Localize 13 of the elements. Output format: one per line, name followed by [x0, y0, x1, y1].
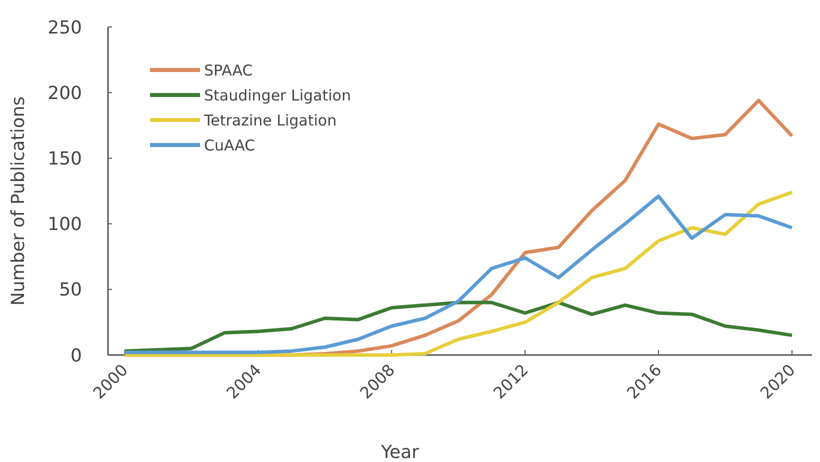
- y-tick-label: 200: [48, 82, 82, 104]
- y-axis-title: Number of Publications: [8, 96, 29, 306]
- legend-label: CuAAC: [204, 136, 256, 154]
- x-axis-title: Year: [380, 442, 420, 462]
- y-tick-label: 50: [59, 280, 82, 301]
- legend-label: SPAAC: [204, 61, 253, 80]
- legend-label: Staudinger Ligation: [204, 86, 351, 104]
- line-series: [122, 300, 794, 353]
- y-tick-label: 150: [48, 148, 82, 170]
- y-tick-label: 250: [48, 17, 82, 38]
- y-tick-label: 0: [70, 345, 82, 366]
- y-tick-label: 100: [48, 214, 82, 236]
- legend-label: Tetrazine Ligation: [203, 111, 337, 130]
